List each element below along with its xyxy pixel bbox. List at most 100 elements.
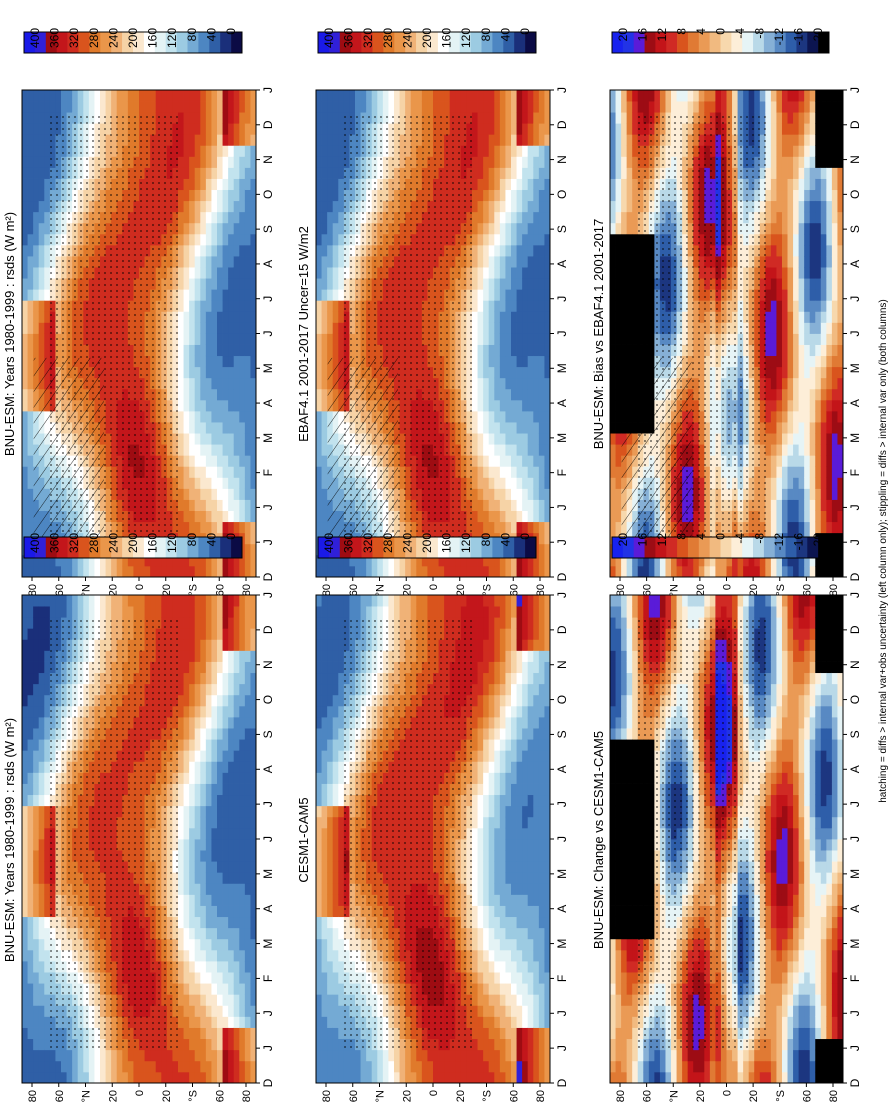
heatmap-cell	[33, 661, 40, 674]
heatmap-cell	[66, 101, 73, 113]
heatmap-cell	[44, 1016, 51, 1028]
heatmap-cell	[178, 672, 184, 685]
heatmap-cell	[150, 1049, 157, 1062]
heatmap-cell	[44, 850, 51, 862]
heatmap-cell	[194, 916, 201, 929]
heatmap-cell	[38, 883, 45, 895]
heatmap-cell	[44, 322, 51, 334]
heatmap-cell	[321, 422, 328, 434]
heatmap-cell	[94, 606, 101, 618]
heatmap-cell	[49, 1060, 56, 1073]
heatmap-cell	[205, 355, 212, 368]
heatmap-cell	[222, 1049, 229, 1062]
heatmap-cell	[194, 1060, 201, 1073]
heatmap-cell	[183, 761, 190, 773]
heatmap-cell	[200, 617, 207, 629]
heatmap-cell	[183, 1027, 190, 1040]
heatmap-cell	[217, 156, 223, 168]
heatmap-cell	[228, 477, 235, 489]
heatmap-cell	[183, 1005, 190, 1017]
heatmap-cell	[205, 422, 212, 434]
heatmap-cell	[222, 244, 229, 257]
heatmap-cell	[44, 90, 51, 102]
heatmap-cell	[183, 466, 190, 478]
heatmap-cell	[183, 794, 190, 807]
heatmap-cell	[239, 167, 246, 179]
heatmap-cell	[200, 477, 207, 489]
heatmap-cell	[33, 717, 40, 729]
heatmap-cell	[217, 961, 223, 973]
heatmap-cell	[316, 554, 322, 567]
heatmap-cell	[200, 565, 207, 578]
heatmap-cell	[194, 1038, 201, 1051]
heatmap-cell	[217, 705, 223, 718]
heatmap-cell	[22, 554, 28, 567]
heatmap-cell	[200, 433, 207, 445]
heatmap-cell	[250, 488, 257, 500]
heatmap-cell	[55, 606, 62, 618]
heatmap-cell	[194, 938, 201, 951]
heatmap-cell	[122, 595, 129, 607]
heatmap-cell	[250, 178, 257, 191]
heatmap-cell	[189, 300, 196, 312]
colorbar-swatch	[45, 32, 57, 53]
heatmap-cell	[228, 739, 235, 751]
heatmap-cell	[321, 101, 328, 113]
heatmap-cell	[239, 672, 246, 685]
heatmap-cell	[183, 839, 190, 851]
heatmap-cell	[211, 410, 218, 423]
heatmap-cell	[66, 595, 73, 607]
heatmap-cell	[250, 167, 257, 179]
heatmap-cell	[144, 101, 151, 113]
heatmap-cell	[38, 816, 45, 829]
heatmap-cell	[38, 861, 45, 873]
heatmap-cell	[33, 300, 40, 312]
heatmap-cell	[22, 949, 28, 962]
heatmap-cell	[183, 639, 190, 651]
heatmap-cell	[33, 606, 40, 618]
heatmap-cell	[22, 961, 28, 973]
heatmap-cell	[133, 1071, 140, 1084]
heatmap-cell	[244, 278, 251, 290]
heatmap-cell	[178, 90, 184, 102]
heatmap-cell	[244, 444, 251, 456]
heatmap-cell	[211, 499, 218, 511]
heatmap-cell	[55, 554, 62, 567]
heatmap-cell	[194, 399, 201, 412]
heatmap-cell	[44, 894, 51, 906]
heatmap-cell	[38, 1016, 45, 1028]
heatmap-cell	[338, 322, 345, 334]
heatmap-cell	[88, 1071, 95, 1084]
heatmap-cell	[33, 750, 40, 762]
heatmap-cell	[239, 772, 246, 784]
heatmap-cell	[22, 178, 28, 191]
heatmap-cell	[321, 410, 328, 423]
heatmap-cell	[189, 606, 196, 618]
heatmap-cell	[250, 595, 257, 607]
heatmap-cell	[178, 1016, 184, 1028]
heatmap-cell	[22, 1038, 28, 1051]
heatmap-cell	[178, 377, 184, 390]
heatmap-cell	[233, 344, 240, 357]
heatmap-cell	[189, 805, 196, 818]
heatmap-cell	[449, 565, 456, 578]
heatmap-cell	[217, 794, 223, 807]
heatmap-cell	[217, 101, 223, 113]
heatmap-cell	[233, 444, 240, 456]
heatmap-cell	[189, 850, 196, 862]
heatmap-cell	[38, 805, 45, 818]
heatmap-cell	[189, 311, 196, 323]
heatmap-cell	[33, 894, 40, 906]
y-tick-label: °S	[188, 584, 200, 596]
heatmap-cell	[116, 90, 123, 102]
heatmap-cell	[100, 101, 106, 113]
heatmap-cell	[200, 683, 207, 696]
heatmap-cell	[38, 1060, 45, 1073]
heatmap-cell	[189, 961, 196, 973]
heatmap-cell	[44, 694, 51, 707]
heatmap-cell	[321, 178, 328, 191]
heatmap-cell	[183, 444, 190, 456]
colorbar-frame	[23, 31, 243, 54]
heatmap-cell	[27, 410, 34, 423]
heatmap-cell	[343, 565, 350, 578]
